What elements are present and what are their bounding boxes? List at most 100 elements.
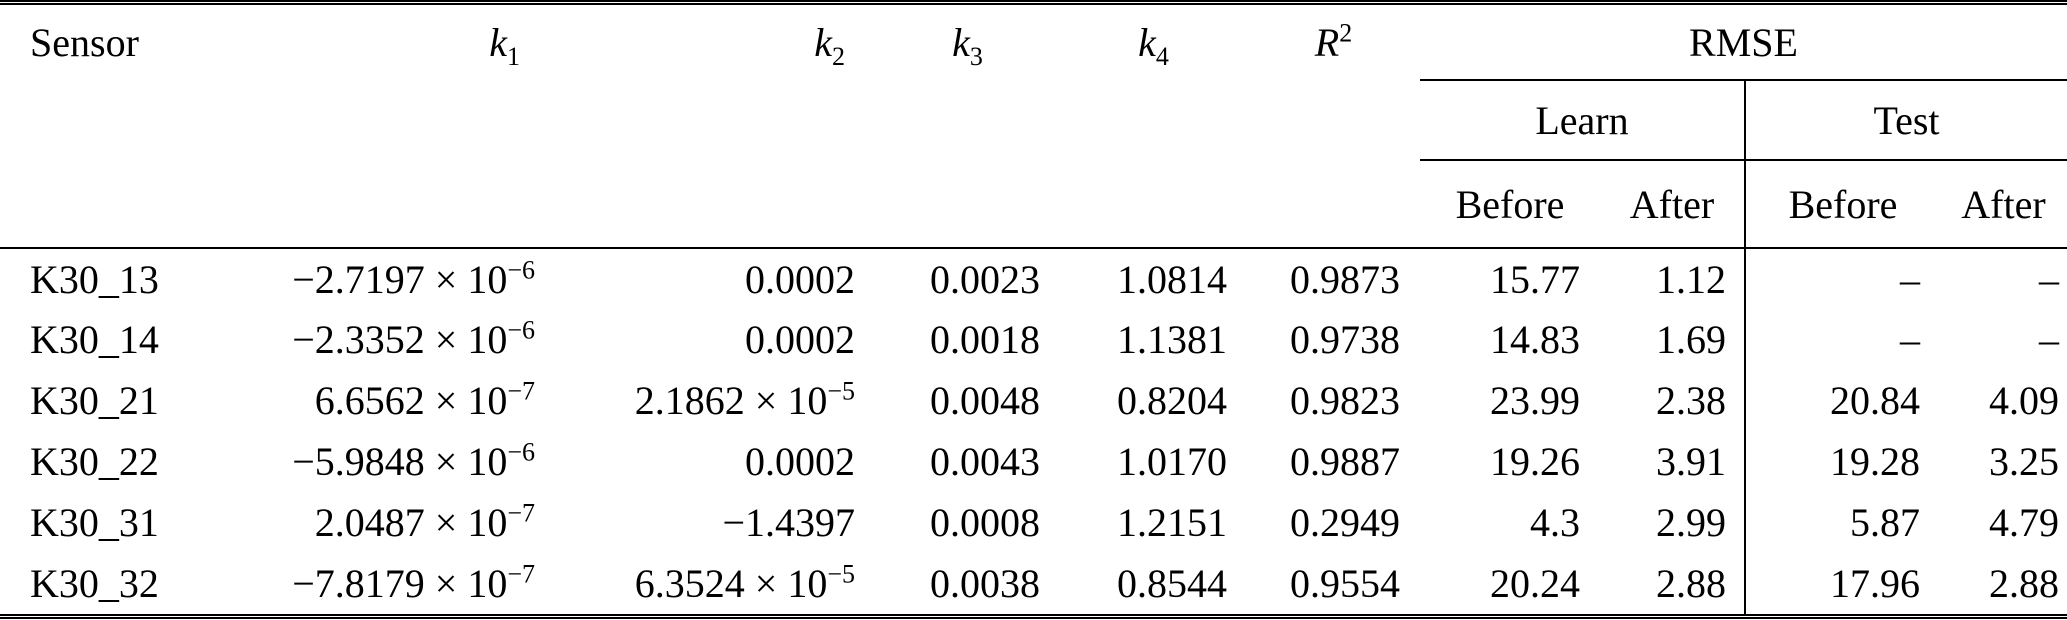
cell-k3: 0.0023 (930, 256, 1040, 302)
header-r2-superscript: 2 (1339, 18, 1353, 48)
header-row-subgroups: Before After Before After (0, 160, 2067, 249)
cell-r2: 0.9823 (1290, 378, 1400, 423)
cell-test-after: 2.88 (1989, 561, 2059, 606)
cell-test-before: – (1900, 256, 1920, 302)
header-k3-subscript: 3 (969, 42, 983, 71)
value-exponent: −7 (507, 376, 535, 406)
cell-k4: 1.1381 (1117, 317, 1227, 362)
table-row: K30_14 −2.3352 × 10−6 0.0002 0.0018 1.13… (0, 309, 2067, 370)
value-mantissa: 2.1862 × 10 (634, 378, 828, 423)
header-r2: R2 (1247, 5, 1420, 249)
value-exponent: −5 (827, 559, 855, 589)
table-top-rule (0, 0, 2067, 5)
cell-r2: 0.9873 (1290, 256, 1400, 302)
header-k4-subscript: 4 (1155, 42, 1169, 71)
header-test: Test (1745, 80, 2067, 161)
cell-k4: 1.0170 (1117, 439, 1227, 484)
cell-k3: 0.0043 (930, 439, 1040, 484)
cell-test-after: 4.79 (1989, 500, 2059, 545)
cell-test-before: – (1900, 317, 1920, 362)
header-rmse: RMSE (1420, 5, 2067, 81)
cell-k1: −2.3352 × 10−6 (200, 309, 555, 370)
cell-learn-after: 2.38 (1600, 370, 1746, 431)
sensor-calibration-table: Sensor k1 k2 k3 k4 R2 RMSE Learn Test Be… (0, 5, 2067, 614)
header-k3: k3 (875, 5, 1060, 249)
cell-r2: 0.9738 (1290, 317, 1400, 362)
value-mantissa: 6.3524 × 10 (634, 561, 828, 606)
cell-k2: −1.4397 (555, 492, 875, 553)
value-mantissa: −1.4397 (722, 500, 855, 545)
cell-test-after: – (2039, 256, 2059, 302)
cell-sensor: K30_22 (30, 439, 159, 484)
cell-learn-after: 3.91 (1600, 431, 1746, 492)
cell-k4: 0.8544 (1117, 561, 1227, 606)
header-r2-symbol: R (1314, 20, 1340, 65)
cell-k4: 0.8204 (1117, 378, 1227, 423)
cell-learn-before: 23.99 (1490, 378, 1580, 423)
cell-sensor: K30_14 (30, 317, 159, 362)
header-k2: k2 (555, 5, 875, 249)
header-k3-symbol: k (952, 20, 970, 65)
header-k1: k1 (200, 5, 555, 249)
value-exponent: −7 (507, 559, 535, 589)
cell-learn-after: 1.69 (1600, 309, 1746, 370)
cell-sensor: K30_13 (30, 256, 159, 302)
value-mantissa: −2.7197 × 10 (292, 256, 508, 302)
value-mantissa: −7.8179 × 10 (292, 561, 508, 606)
cell-r2: 0.9887 (1290, 439, 1400, 484)
cell-learn-after: 2.99 (1600, 492, 1746, 553)
value-mantissa: 0.0002 (745, 317, 855, 362)
cell-r2: 0.9554 (1290, 561, 1400, 606)
cell-k3: 0.0018 (930, 317, 1040, 362)
header-test-before: Before (1745, 160, 1940, 249)
header-test-after: After (1940, 160, 2067, 249)
table-row: K30_21 6.6562 × 10−7 2.1862 × 10−5 0.004… (0, 370, 2067, 431)
header-k4: k4 (1060, 5, 1247, 249)
table-row: K30_13 −2.7197 × 10−6 0.0002 0.0023 1.08… (0, 248, 2067, 309)
cell-test-before: 19.28 (1830, 439, 1920, 484)
value-exponent: −6 (507, 437, 535, 467)
cell-learn-before: 19.26 (1490, 439, 1580, 484)
value-exponent: −6 (507, 255, 535, 285)
cell-learn-before: 20.24 (1490, 561, 1580, 606)
value-exponent: −6 (507, 315, 535, 345)
header-learn: Learn (1420, 80, 1746, 161)
value-mantissa: 0.0002 (745, 439, 855, 484)
cell-k1: 2.0487 × 10−7 (200, 492, 555, 553)
header-learn-after: After (1600, 160, 1746, 249)
cell-learn-after: 1.12 (1600, 248, 1746, 309)
cell-r2: 0.2949 (1290, 500, 1400, 545)
header-k1-subscript: 1 (507, 42, 520, 71)
cell-k2: 0.0002 (555, 431, 875, 492)
cell-k2: 2.1862 × 10−5 (555, 370, 875, 431)
table-bottom-rule (0, 614, 2067, 619)
cell-test-before: 17.96 (1830, 561, 1920, 606)
value-mantissa: −2.3352 × 10 (292, 317, 508, 362)
cell-learn-before: 4.3 (1530, 500, 1580, 545)
cell-k3: 0.0048 (930, 378, 1040, 423)
table-row: K30_31 2.0487 × 10−7 −1.4397 0.0008 1.21… (0, 492, 2067, 553)
cell-sensor: K30_21 (30, 378, 159, 423)
value-mantissa: 0.0002 (745, 256, 855, 302)
cell-test-after: 4.09 (1989, 378, 2059, 423)
cell-k1: −7.8179 × 10−7 (200, 553, 555, 614)
header-learn-before: Before (1420, 160, 1600, 249)
cell-sensor: K30_32 (30, 561, 159, 606)
table-row: K30_22 −5.9848 × 10−6 0.0002 0.0043 1.01… (0, 431, 2067, 492)
cell-k3: 0.0008 (930, 500, 1040, 545)
cell-k1: −2.7197 × 10−6 (200, 248, 555, 309)
cell-k1: 6.6562 × 10−7 (200, 370, 555, 431)
cell-k2: 6.3524 × 10−5 (555, 553, 875, 614)
cell-k2: 0.0002 (555, 309, 875, 370)
cell-k2: 0.0002 (555, 248, 875, 309)
value-exponent: −7 (507, 498, 535, 528)
cell-k1: −5.9848 × 10−6 (200, 431, 555, 492)
header-sensor: Sensor (0, 5, 200, 249)
header-k2-subscript: 2 (832, 42, 845, 71)
cell-learn-after: 2.88 (1600, 553, 1746, 614)
header-k1-symbol: k (489, 20, 507, 65)
value-mantissa: 6.6562 × 10 (314, 378, 508, 423)
cell-k4: 1.0814 (1117, 256, 1227, 302)
cell-sensor: K30_31 (30, 500, 159, 545)
